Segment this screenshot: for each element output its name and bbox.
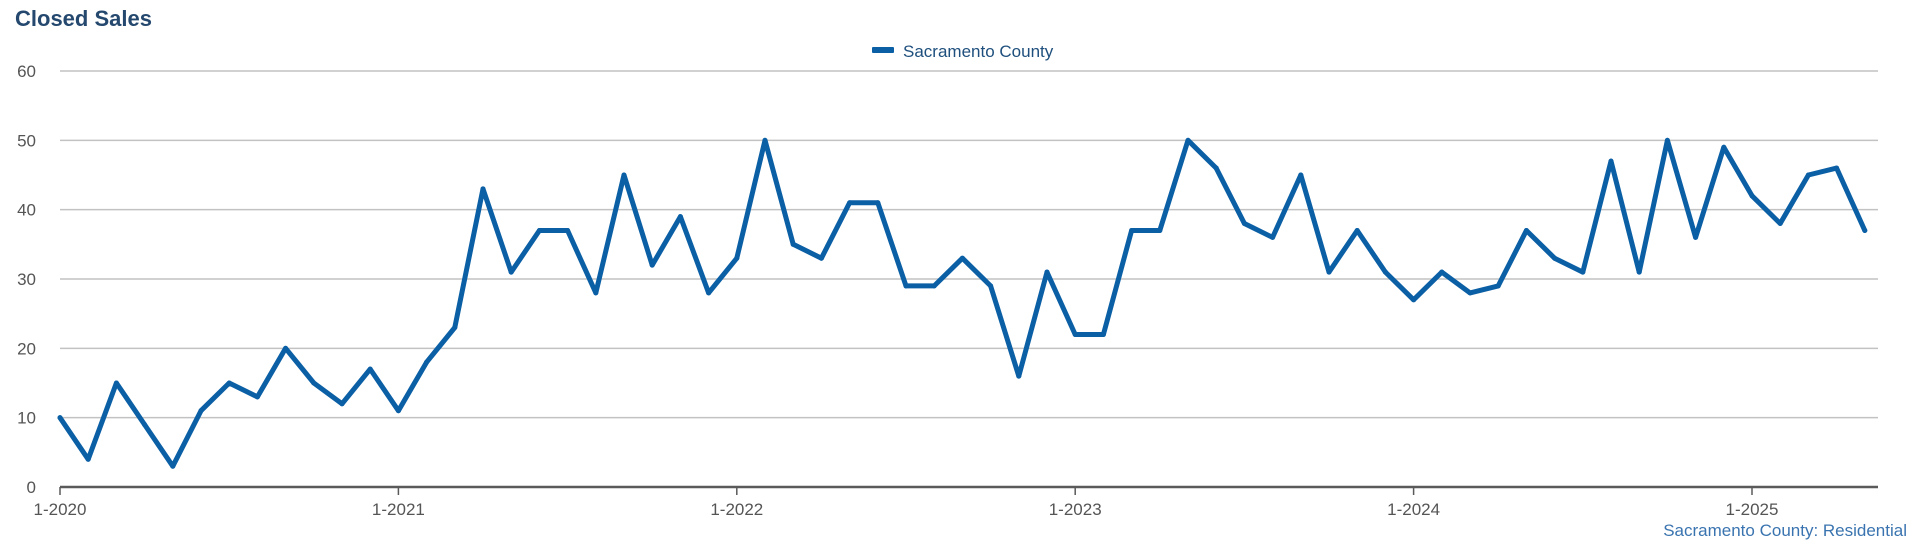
data-point xyxy=(1185,137,1191,143)
data-point xyxy=(762,137,768,143)
data-point xyxy=(734,255,740,261)
y-tick-label: 30 xyxy=(17,270,36,289)
y-tick-label: 0 xyxy=(27,478,36,497)
data-point xyxy=(706,290,712,296)
data-point xyxy=(847,200,853,206)
data-point xyxy=(170,463,176,469)
data-point xyxy=(931,283,937,289)
data-point xyxy=(1241,221,1247,227)
data-point xyxy=(85,456,91,462)
data-point xyxy=(1157,227,1163,233)
x-axis: 1-2020 1-2021 1-2022 1-2023 1-2024 1-2025 xyxy=(34,485,1878,519)
data-point xyxy=(875,200,881,206)
y-tick-label: 10 xyxy=(17,409,36,428)
data-point xyxy=(1580,269,1586,275)
data-point xyxy=(649,262,655,268)
plot-area xyxy=(57,137,1868,469)
data-point xyxy=(1439,269,1445,275)
data-point xyxy=(1608,158,1614,164)
x-tick-label: 1-2025 xyxy=(1726,500,1779,519)
data-point xyxy=(565,227,571,233)
x-tick-label: 1-2024 xyxy=(1387,500,1440,519)
data-point xyxy=(1326,269,1332,275)
data-point xyxy=(988,283,994,289)
data-point xyxy=(1693,234,1699,240)
data-point xyxy=(452,325,458,331)
x-tick-label: 1-2022 xyxy=(710,500,763,519)
data-point xyxy=(1777,221,1783,227)
data-point xyxy=(198,408,204,414)
data-point xyxy=(311,380,317,386)
grid-lines xyxy=(60,70,1878,419)
data-point xyxy=(1129,227,1135,233)
data-point xyxy=(1523,227,1529,233)
data-point xyxy=(424,359,430,365)
data-point xyxy=(1721,144,1727,150)
data-point xyxy=(1100,331,1106,337)
data-point xyxy=(593,290,599,296)
data-point xyxy=(395,408,401,414)
data-point xyxy=(536,227,542,233)
x-tick-label: 1-2021 xyxy=(372,500,425,519)
data-point xyxy=(367,366,373,372)
data-point xyxy=(790,241,796,247)
y-axis-ticks: 0 10 20 30 40 50 60 xyxy=(17,62,36,497)
data-point xyxy=(1636,269,1642,275)
data-point xyxy=(283,345,289,351)
data-point xyxy=(1834,165,1840,171)
data-point xyxy=(1552,255,1558,261)
data-point xyxy=(1805,172,1811,178)
data-point xyxy=(1354,227,1360,233)
source-note: Sacramento County: Residential xyxy=(1663,521,1907,540)
data-point xyxy=(959,255,965,261)
x-tick-label: 1-2020 xyxy=(34,500,87,519)
legend-swatch xyxy=(872,47,894,53)
data-point xyxy=(1213,165,1219,171)
data-point xyxy=(508,269,514,275)
data-point xyxy=(57,415,63,421)
legend-label-sacramento-county: Sacramento County xyxy=(903,42,1054,61)
y-tick-label: 50 xyxy=(17,131,36,150)
y-tick-label: 60 xyxy=(17,62,36,81)
data-point xyxy=(1270,234,1276,240)
data-point xyxy=(1044,269,1050,275)
data-point xyxy=(226,380,232,386)
legend[interactable]: Sacramento County xyxy=(872,42,1054,61)
chart-title: Closed Sales xyxy=(15,6,152,31)
data-point xyxy=(1467,290,1473,296)
data-point xyxy=(621,172,627,178)
data-point xyxy=(339,401,345,407)
y-tick-label: 40 xyxy=(17,201,36,220)
data-point xyxy=(1495,283,1501,289)
data-point xyxy=(903,283,909,289)
data-point xyxy=(480,186,486,192)
data-point xyxy=(254,394,260,400)
data-point xyxy=(1016,373,1022,379)
data-point xyxy=(1664,137,1670,143)
data-point xyxy=(1298,172,1304,178)
y-tick-label: 20 xyxy=(17,339,36,358)
data-point xyxy=(113,380,119,386)
data-point xyxy=(1411,297,1417,303)
x-tick-label: 1-2023 xyxy=(1049,500,1102,519)
data-point xyxy=(1749,193,1755,199)
data-point xyxy=(1072,331,1078,337)
data-point xyxy=(818,255,824,261)
data-point xyxy=(1382,269,1388,275)
data-point xyxy=(677,214,683,220)
data-point xyxy=(142,422,148,428)
data-point xyxy=(1862,227,1868,233)
